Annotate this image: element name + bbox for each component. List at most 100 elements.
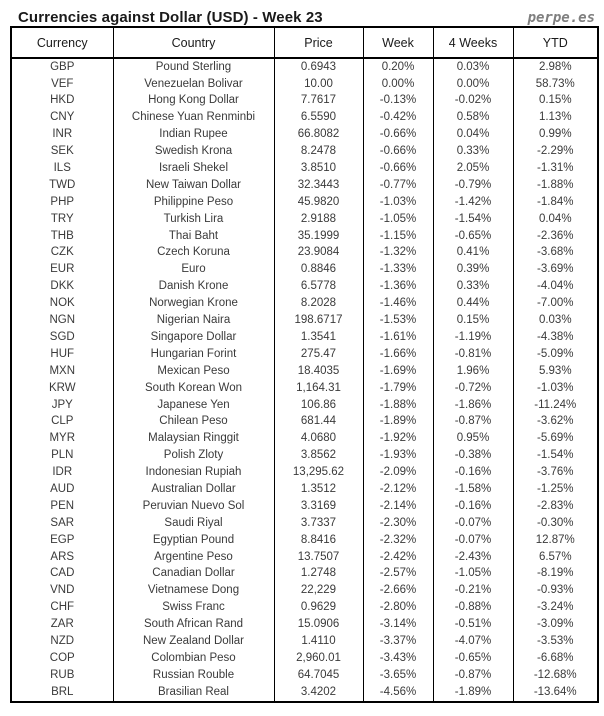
4weeks-change-cell: 2.05%: [432, 160, 514, 178]
week-change-cell: -1.61%: [362, 329, 434, 347]
ytd-change-cell: -2.29%: [512, 143, 599, 161]
price-cell: 0.9629: [273, 599, 364, 617]
table-row: GBP Pound Sterling 0.6943 0.20% 0.03% 2.…: [10, 58, 599, 76]
currency-code-cell: CHF: [10, 599, 114, 617]
currency-code-cell: VEF: [10, 75, 114, 93]
ytd-change-cell: -4.04%: [512, 278, 599, 296]
4weeks-change-cell: -0.16%: [432, 498, 514, 516]
column-header-ytd: YTD: [512, 27, 599, 59]
currency-code-cell: GBP: [10, 58, 114, 76]
currency-code-cell: ILS: [10, 160, 114, 178]
ytd-change-cell: -3.62%: [512, 413, 599, 431]
currency-code-cell: CZK: [10, 244, 114, 262]
ytd-change-cell: -2.83%: [512, 498, 599, 516]
ytd-change-cell: 0.99%: [512, 126, 599, 144]
week-change-cell: -2.12%: [362, 481, 434, 499]
4weeks-change-cell: 0.95%: [432, 430, 514, 448]
table-row: SGD Singapore Dollar 1.3541 -1.61% -1.19…: [10, 329, 599, 347]
4weeks-change-cell: 0.33%: [432, 278, 514, 296]
ytd-change-cell: -0.93%: [512, 582, 599, 600]
ytd-change-cell: -1.31%: [512, 160, 599, 178]
4weeks-change-cell: -1.42%: [432, 194, 514, 212]
country-cell: Nigerian Naira: [112, 312, 275, 330]
ytd-change-cell: 0.15%: [512, 92, 599, 110]
currency-code-cell: VND: [10, 582, 114, 600]
table-row: NGN Nigerian Naira 198.6717 -1.53% 0.15%…: [10, 312, 599, 330]
ytd-change-cell: -3.53%: [512, 633, 599, 651]
price-cell: 32.3443: [273, 177, 364, 195]
currency-code-cell: RUB: [10, 667, 114, 684]
country-cell: Philippine Peso: [112, 194, 275, 212]
table-row: PEN Peruvian Nuevo Sol 3.3169 -2.14% -0.…: [10, 498, 599, 516]
week-change-cell: -1.15%: [362, 227, 434, 245]
country-cell: Venezuelan Bolivar: [112, 75, 275, 93]
4weeks-change-cell: -0.87%: [432, 413, 514, 431]
table-row: SAR Saudi Riyal 3.7337 -2.30% -0.07% -0.…: [10, 515, 599, 532]
week-change-cell: -1.53%: [362, 312, 434, 330]
ytd-change-cell: -1.25%: [512, 481, 599, 499]
4weeks-change-cell: -0.16%: [432, 464, 514, 482]
4weeks-change-cell: -0.07%: [432, 515, 514, 532]
4weeks-change-cell: -0.72%: [432, 379, 514, 397]
table-row: RUB Russian Rouble 64.7045 -3.65% -0.87%…: [10, 667, 599, 684]
4weeks-change-cell: 1.96%: [432, 363, 514, 380]
column-header-week: Week: [362, 27, 434, 59]
price-cell: 0.6943: [273, 58, 364, 76]
price-cell: 1.2748: [273, 565, 364, 583]
currency-code-cell: AUD: [10, 481, 114, 499]
country-cell: Israeli Shekel: [112, 160, 275, 178]
week-change-cell: -1.93%: [362, 447, 434, 465]
price-cell: 6.5590: [273, 109, 364, 127]
table-row: CAD Canadian Dollar 1.2748 -2.57% -1.05%…: [10, 565, 599, 583]
table-row: ZAR South African Rand 15.0906 -3.14% -0…: [10, 616, 599, 634]
table-row: VND Vietnamese Dong 22,229 -2.66% -0.21%…: [10, 582, 599, 600]
country-cell: Japanese Yen: [112, 396, 275, 414]
table-row: KRW South Korean Won 1,164.31 -1.79% -0.…: [10, 379, 599, 397]
4weeks-change-cell: -0.81%: [432, 346, 514, 364]
week-change-cell: -1.46%: [362, 295, 434, 313]
week-change-cell: -0.66%: [362, 160, 434, 178]
4weeks-change-cell: -1.89%: [432, 683, 514, 702]
price-cell: 23.9084: [273, 244, 364, 262]
price-cell: 66.8082: [273, 126, 364, 144]
currency-code-cell: MXN: [10, 363, 114, 380]
page-title: Currencies against Dollar (USD) - Week 2…: [18, 9, 323, 26]
currency-code-cell: HKD: [10, 92, 114, 110]
country-cell: Brasilian Real: [112, 683, 275, 702]
currency-code-cell: THB: [10, 227, 114, 245]
table-row: VEF Venezuelan Bolivar 10.00 0.00% 0.00%…: [10, 75, 599, 93]
table-row: INR Indian Rupee 66.8082 -0.66% 0.04% 0.…: [10, 126, 599, 144]
currency-code-cell: CNY: [10, 109, 114, 127]
ytd-change-cell: -1.84%: [512, 194, 599, 212]
week-change-cell: -1.32%: [362, 244, 434, 262]
price-cell: 1.3541: [273, 329, 364, 347]
4weeks-change-cell: -0.65%: [432, 650, 514, 668]
4weeks-change-cell: -0.51%: [432, 616, 514, 634]
price-cell: 3.4202: [273, 683, 364, 702]
4weeks-change-cell: -1.86%: [432, 396, 514, 414]
week-change-cell: -1.92%: [362, 430, 434, 448]
brand-logo: perpe.es: [527, 10, 595, 26]
price-cell: 3.7337: [273, 515, 364, 532]
ytd-change-cell: -0.30%: [512, 515, 599, 532]
table-row: CZK Czech Koruna 23.9084 -1.32% 0.41% -3…: [10, 244, 599, 262]
week-change-cell: -1.89%: [362, 413, 434, 431]
week-change-cell: -3.37%: [362, 633, 434, 651]
table-row: MXN Mexican Peso 18.4035 -1.69% 1.96% 5.…: [10, 363, 599, 380]
table-row: ARS Argentine Peso 13.7507 -2.42% -2.43%…: [10, 548, 599, 566]
currency-code-cell: PHP: [10, 194, 114, 212]
ytd-change-cell: -1.03%: [512, 379, 599, 397]
currency-code-cell: PLN: [10, 447, 114, 465]
country-cell: Thai Baht: [112, 227, 275, 245]
table-row: IDR Indonesian Rupiah 13,295.62 -2.09% -…: [10, 464, 599, 482]
table-row: NZD New Zealand Dollar 1.4110 -3.37% -4.…: [10, 633, 599, 651]
table-row: CNY Chinese Yuan Renminbi 6.5590 -0.42% …: [10, 109, 599, 127]
ytd-change-cell: -4.38%: [512, 329, 599, 347]
week-change-cell: -4.56%: [362, 683, 434, 702]
ytd-change-cell: -5.09%: [512, 346, 599, 364]
country-cell: Turkish Lira: [112, 211, 275, 228]
4weeks-change-cell: -0.38%: [432, 447, 514, 465]
country-cell: South Korean Won: [112, 379, 275, 397]
country-cell: Australian Dollar: [112, 481, 275, 499]
currency-code-cell: COP: [10, 650, 114, 668]
